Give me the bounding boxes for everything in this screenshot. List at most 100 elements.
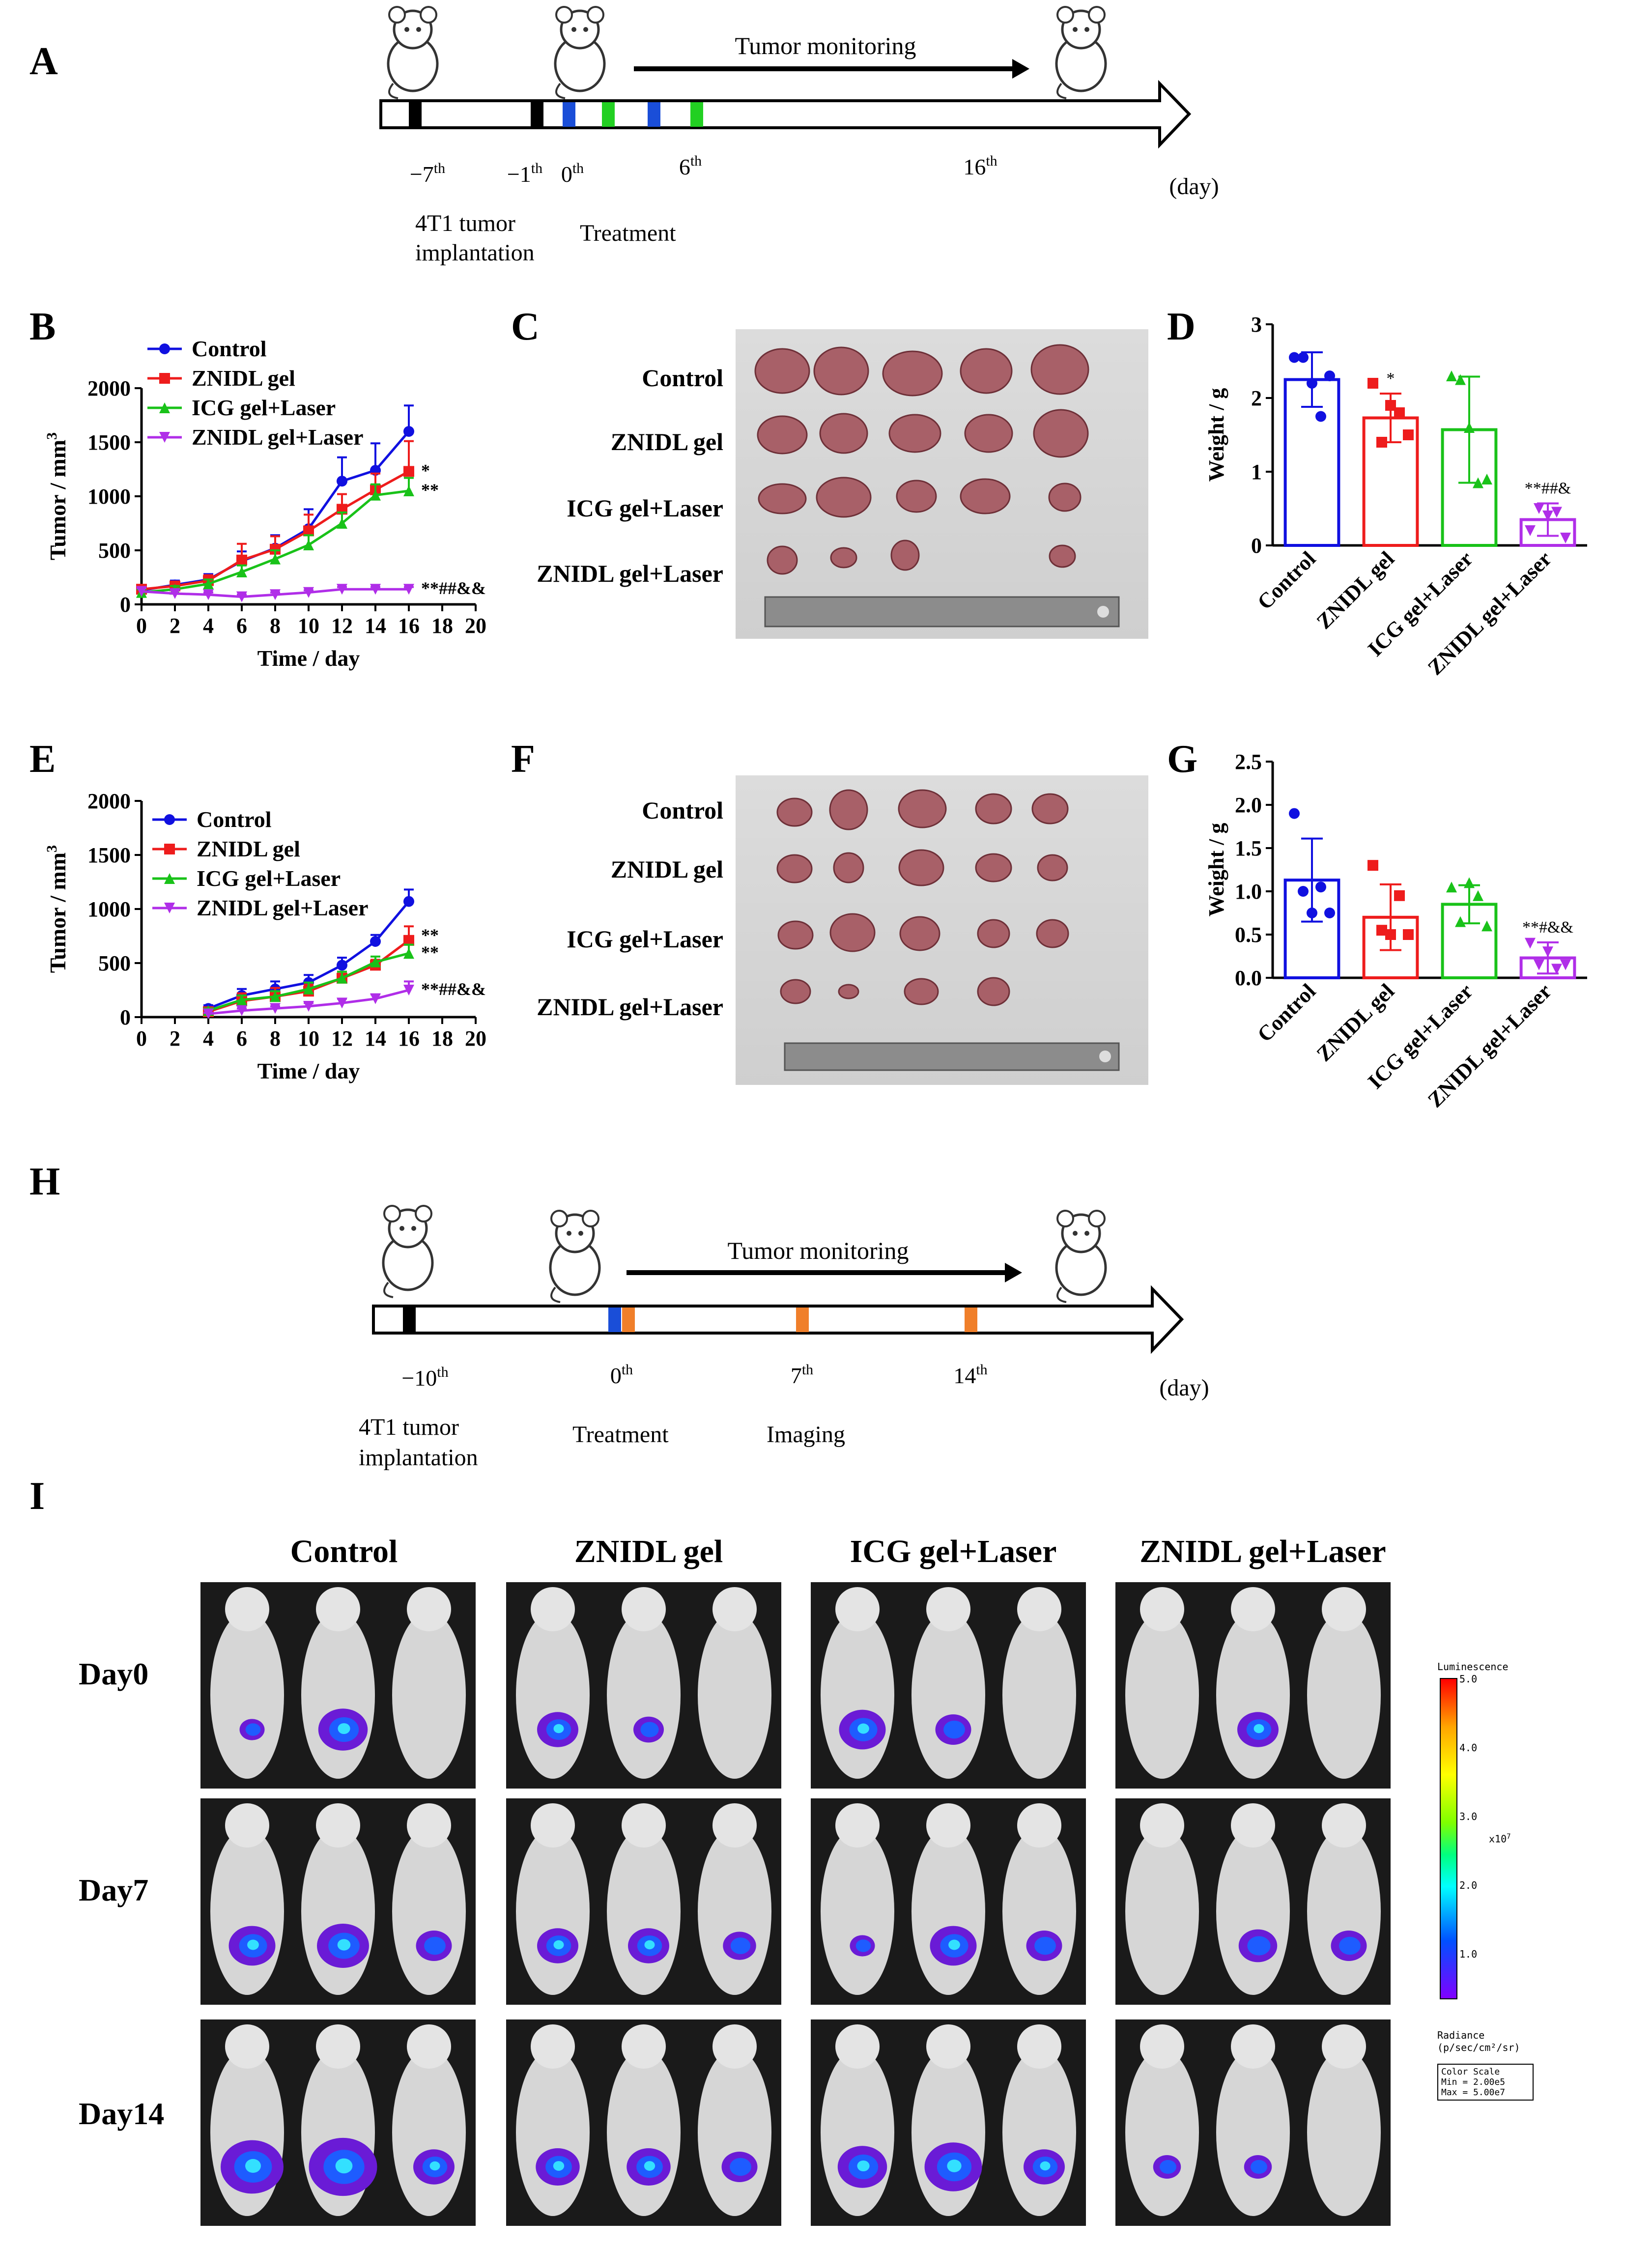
svg-text:Treatment: Treatment	[572, 1422, 669, 1448]
legend-label: Control	[197, 807, 272, 832]
data-point	[1289, 352, 1300, 363]
y-tick-label: 0	[120, 1005, 131, 1029]
mice-image	[821, 1587, 1076, 1779]
data-point	[1324, 370, 1335, 381]
tumor-signal	[1238, 1929, 1278, 1962]
tumor-monitoring-label: Tumor monitoring	[735, 32, 916, 59]
mouse-body	[911, 2049, 985, 2216]
row-label: ZNIDL gel+Laser	[537, 560, 723, 587]
data-point	[236, 591, 247, 602]
tumor-signal	[317, 1923, 369, 1968]
mouse-body	[1002, 1612, 1076, 1779]
mouse-body	[301, 1612, 375, 1779]
group-header: Control	[290, 1534, 398, 1569]
svg-text:−1th: −1th	[507, 160, 542, 187]
y-tick-label: 2.5	[1235, 750, 1262, 774]
signal-core	[948, 1939, 960, 1950]
data-point	[164, 873, 175, 884]
mice-image	[516, 1803, 771, 1995]
x-tick-label: Control	[1253, 546, 1320, 614]
data-point	[337, 476, 347, 487]
row-label: ZNIDL gel+Laser	[537, 993, 723, 1021]
signal-core	[247, 1939, 259, 1950]
group-header: ZNIDL gel	[574, 1534, 723, 1569]
signal-core	[1253, 1724, 1264, 1734]
mouse-head	[1140, 2024, 1184, 2069]
data-point	[1473, 477, 1483, 488]
mouse-head	[1017, 2024, 1061, 2069]
tumor-signal	[1331, 1930, 1367, 1962]
bio-image	[200, 1582, 476, 1789]
tumor-signal	[1244, 2155, 1272, 2179]
mouse-icon	[387, 6, 439, 99]
data-point	[1315, 881, 1326, 893]
mouse-body	[1125, 1828, 1199, 1995]
y-tick-label: 1000	[87, 484, 131, 509]
data-point	[303, 525, 314, 537]
data-point	[1551, 964, 1562, 975]
row-label: ZNIDL gel	[610, 428, 723, 455]
signal-core	[644, 1940, 655, 1950]
data-point	[303, 1001, 314, 1012]
mouse-body	[1216, 2049, 1290, 2216]
row-label: Control	[642, 364, 723, 392]
mouse-body	[1216, 1612, 1290, 1779]
legend-label: ZNIDL gel+Laser	[197, 895, 369, 920]
bio-image	[811, 1582, 1086, 1789]
y-tick-label: 1500	[87, 843, 131, 867]
data-point	[159, 373, 170, 384]
data-point	[1324, 908, 1335, 918]
svg-text:4T1 tumor: 4T1 tumor	[359, 1414, 459, 1440]
y-tick-label: 1	[1251, 460, 1262, 484]
x-tick-label: 18	[431, 614, 453, 638]
mouse-body	[1216, 1828, 1290, 1995]
signal-core	[335, 2158, 353, 2174]
mouse-body	[607, 2049, 681, 2216]
data-point	[1542, 511, 1553, 521]
mouse-body	[911, 1828, 985, 1995]
svg-text:implantation: implantation	[415, 240, 535, 266]
significance-label: *	[421, 460, 430, 480]
tumor-photo-f	[736, 775, 1148, 1085]
bio-image	[811, 1798, 1086, 2005]
mouse-body	[210, 1828, 284, 1995]
mouse-head	[225, 2024, 269, 2069]
x-tick-label: 10	[298, 1026, 319, 1051]
tumor-signal	[536, 2148, 580, 2186]
significance-label: *	[1387, 370, 1395, 388]
svg-text:16th: 16th	[963, 153, 997, 179]
data-point	[1289, 808, 1300, 819]
data-point	[1367, 860, 1378, 871]
data-point	[370, 936, 381, 947]
data-point	[337, 584, 347, 595]
y-axis-label: Weight / g	[1204, 823, 1228, 917]
tumor-signal	[1026, 1930, 1062, 1962]
tumor-signal	[924, 2142, 982, 2191]
y-tick-label: 1500	[87, 430, 131, 455]
data-point	[1534, 959, 1544, 970]
data-point	[203, 1008, 214, 1020]
data-point	[1385, 400, 1396, 411]
svg-text:6th: 6th	[679, 153, 702, 179]
mouse-head	[622, 1803, 666, 1848]
signal-mid	[245, 1723, 261, 1736]
data-point	[1367, 378, 1378, 389]
data-point	[370, 584, 381, 595]
mouse-body	[392, 1828, 466, 1995]
svg-text:implantation: implantation	[359, 1445, 478, 1471]
panel-label-h: H	[29, 1160, 60, 1203]
legend-label: Control	[192, 336, 267, 361]
mouse-head	[316, 2024, 360, 2069]
signal-core	[553, 1724, 564, 1734]
bio-image	[1115, 1582, 1391, 1789]
signal-mid	[1034, 1936, 1056, 1955]
data-point	[270, 991, 281, 1002]
x-tick-label: Control	[1253, 979, 1320, 1047]
legend-label: ICG gel+Laser	[197, 866, 341, 891]
y-tick-label: 1.5	[1235, 836, 1262, 860]
tumor-signal	[239, 1719, 265, 1740]
mouse-body	[301, 1828, 375, 1995]
data-point	[403, 485, 414, 496]
x-tick-label: 16	[398, 614, 420, 638]
